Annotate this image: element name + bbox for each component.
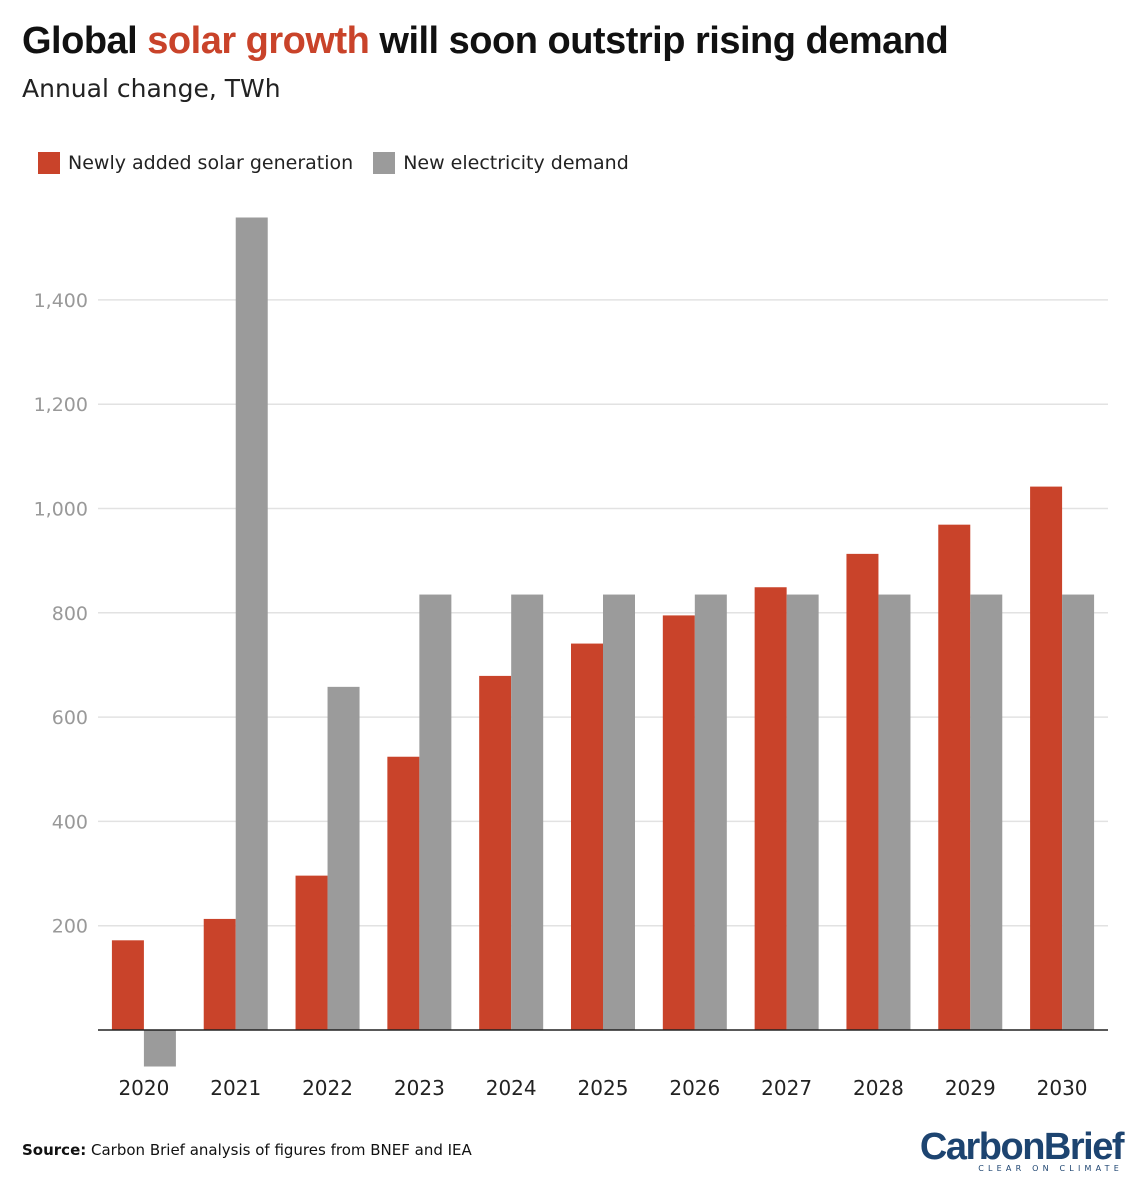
- bar-demand: [327, 686, 360, 1030]
- bar-demand: [603, 594, 635, 1030]
- chart-title: Global solar growth will soon outstrip r…: [22, 20, 949, 63]
- carbon-brief-logo: CarbonBrief CLEAR ON CLIMATE: [919, 1126, 1125, 1173]
- bar-solar: [1030, 486, 1063, 1030]
- chart-subtitle: Annual change, TWh: [22, 74, 281, 103]
- x-tick-label: 2027: [761, 1076, 812, 1100]
- legend-item-solar: Newly added solar generation: [38, 152, 353, 174]
- chart-legend: Newly added solar generation New electri…: [38, 152, 649, 174]
- logo-tagline: CLEAR ON CLIMATE: [978, 1164, 1123, 1173]
- source-note: Source: Carbon Brief analysis of figures…: [22, 1141, 472, 1159]
- bar-solar: [203, 918, 236, 1030]
- bar-demand: [235, 217, 268, 1031]
- bar-solar: [387, 756, 420, 1030]
- title-post: will soon outstrip rising demand: [369, 20, 949, 62]
- bar-demand: [878, 594, 911, 1030]
- bar-solar: [662, 615, 695, 1030]
- bar-solar: [846, 553, 879, 1030]
- source-label: Source:: [22, 1141, 87, 1159]
- bar-demand: [1062, 594, 1095, 1030]
- bar-solar: [479, 675, 512, 1030]
- bar-solar: [295, 875, 328, 1030]
- x-tick-label: 2024: [486, 1076, 537, 1100]
- x-tick-label: 2030: [1037, 1076, 1088, 1100]
- x-tick-label: 2021: [210, 1076, 261, 1100]
- y-tick-label: 200: [52, 916, 88, 938]
- bar-demand: [143, 1030, 176, 1067]
- y-tick-label: 800: [52, 603, 88, 625]
- x-tick-label: 2023: [394, 1076, 445, 1100]
- legend-swatch-solar: [38, 152, 60, 174]
- bar-demand: [511, 594, 544, 1030]
- x-tick-label: 2028: [853, 1076, 904, 1100]
- title-highlight: solar growth: [147, 20, 370, 62]
- y-tick-label: 600: [52, 707, 88, 729]
- bar-solar: [754, 587, 787, 1030]
- legend-label-solar: Newly added solar generation: [68, 152, 354, 174]
- bar-demand: [694, 594, 727, 1030]
- x-tick-label: 2022: [302, 1076, 353, 1100]
- bar-demand: [970, 594, 1003, 1030]
- x-tick-label: 2029: [945, 1076, 996, 1100]
- y-tick-label: 1,400: [34, 290, 88, 312]
- y-tick-label: 1,000: [34, 499, 88, 521]
- source-text: Carbon Brief analysis of figures from BN…: [86, 1141, 472, 1159]
- bar-demand: [786, 594, 819, 1030]
- legend-swatch-demand: [373, 152, 396, 174]
- logo-name: CarbonBrief: [919, 1126, 1125, 1168]
- bar-solar: [571, 643, 603, 1030]
- legend-item-demand: New electricity demand: [373, 152, 629, 174]
- x-tick-label: 2026: [669, 1076, 720, 1100]
- bar-demand: [419, 594, 452, 1030]
- x-tick-label: 2025: [578, 1076, 629, 1100]
- y-tick-label: 400: [52, 811, 88, 833]
- bar-solar: [938, 524, 971, 1030]
- x-tick-label: 2020: [118, 1076, 169, 1100]
- legend-label-demand: New electricity demand: [403, 152, 629, 174]
- title-pre: Global: [22, 20, 148, 62]
- bar-chart: 200 400 600 800 1,000 1,200 1,400 2020 2021 2022 2…: [34, 217, 1108, 1100]
- y-tick-label: 1,200: [34, 394, 88, 416]
- bar-solar: [111, 940, 144, 1030]
